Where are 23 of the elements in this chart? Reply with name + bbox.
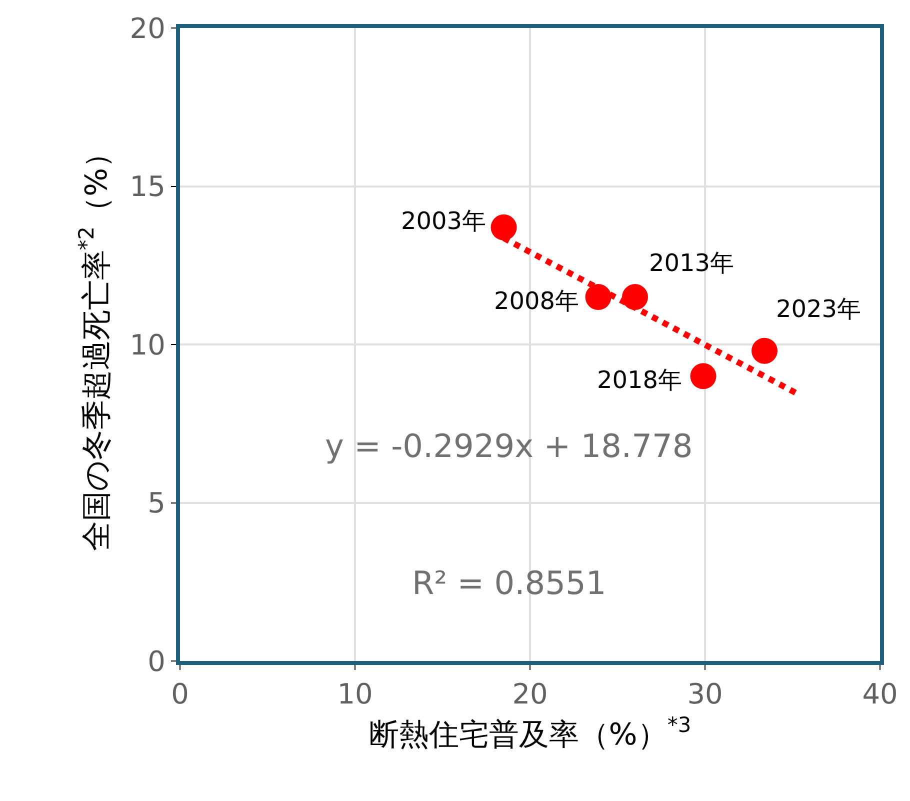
x-tick-label: 10 (337, 678, 373, 711)
annotation: 2023年 (776, 295, 862, 323)
point (690, 363, 716, 390)
annotation: 2018年 (597, 366, 682, 394)
point (585, 284, 612, 310)
point (622, 284, 648, 310)
x-axis-title: 断熱住宅普及率（%）$^{*3}$ (368, 713, 692, 753)
annotation: y = -0.2929x + 18.778 (325, 427, 693, 465)
y-tick-label: 0 (148, 644, 166, 678)
y-tick-label: 5 (148, 486, 166, 520)
point (752, 338, 778, 364)
x-tick-label: 40 (862, 678, 898, 711)
annotation: R² = 0.8551 (412, 564, 606, 602)
x-tick-label: 20 (512, 678, 548, 711)
annotation: 2013年 (649, 249, 734, 277)
y-tick-label: 15 (130, 170, 166, 204)
point (490, 214, 517, 240)
annotation: 2003年 (401, 207, 486, 235)
y-tick-label: 20 (130, 12, 166, 45)
annotation: 2008年 (494, 287, 580, 315)
x-tick-label: 0 (171, 678, 189, 711)
y-tick-label: 10 (130, 328, 166, 362)
x-tick-label: 30 (687, 678, 723, 711)
